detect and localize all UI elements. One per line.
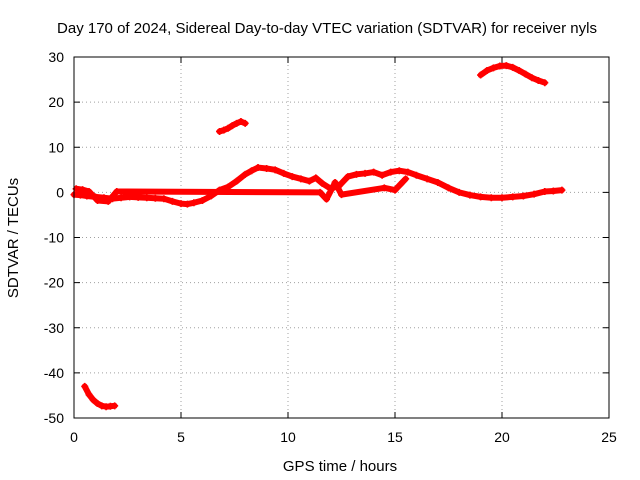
y-tick-label: -10 [44, 230, 64, 246]
chart-title: Day 170 of 2024, Sidereal Day-to-day VTE… [57, 20, 597, 37]
x-tick-label: 0 [70, 429, 78, 445]
series-arc-high [477, 62, 549, 87]
grid [74, 57, 609, 418]
data-series [70, 62, 566, 411]
data-point [241, 119, 249, 127]
data-trace [338, 184, 388, 198]
data-point [402, 175, 410, 183]
y-tick-label: -30 [44, 320, 64, 336]
x-tick-label: 20 [494, 429, 510, 445]
x-tick-label: 15 [387, 429, 403, 445]
y-tick-label: 20 [48, 94, 64, 110]
data-point [111, 402, 119, 410]
plot-frame [73, 56, 610, 419]
axis-ticks: 0 5 10 15 20 25 -50 -40 -30 -20 -10 0 10 20 30 [44, 49, 617, 445]
x-tick-label: 25 [601, 429, 617, 445]
series-segment-mid [216, 118, 249, 135]
data-trace [113, 188, 324, 196]
y-tick-label: 30 [48, 49, 64, 65]
series-arc-low [81, 382, 119, 411]
data-point [558, 186, 566, 194]
y-tick-label: 10 [48, 139, 64, 155]
y-tick-label: -20 [44, 275, 64, 291]
y-axis-label: SDTVAR / TECUs [5, 178, 22, 298]
x-tick-label: 10 [280, 429, 296, 445]
y-tick-label: 0 [56, 184, 64, 200]
x-axis-label: GPS time / hours [283, 458, 397, 475]
series-main [70, 164, 566, 208]
series-scatter-spread [72, 175, 410, 205]
x-tick-label: 5 [177, 429, 185, 445]
y-tick-label: -50 [44, 410, 64, 426]
data-point [541, 79, 549, 87]
y-tick-label: -40 [44, 365, 64, 381]
